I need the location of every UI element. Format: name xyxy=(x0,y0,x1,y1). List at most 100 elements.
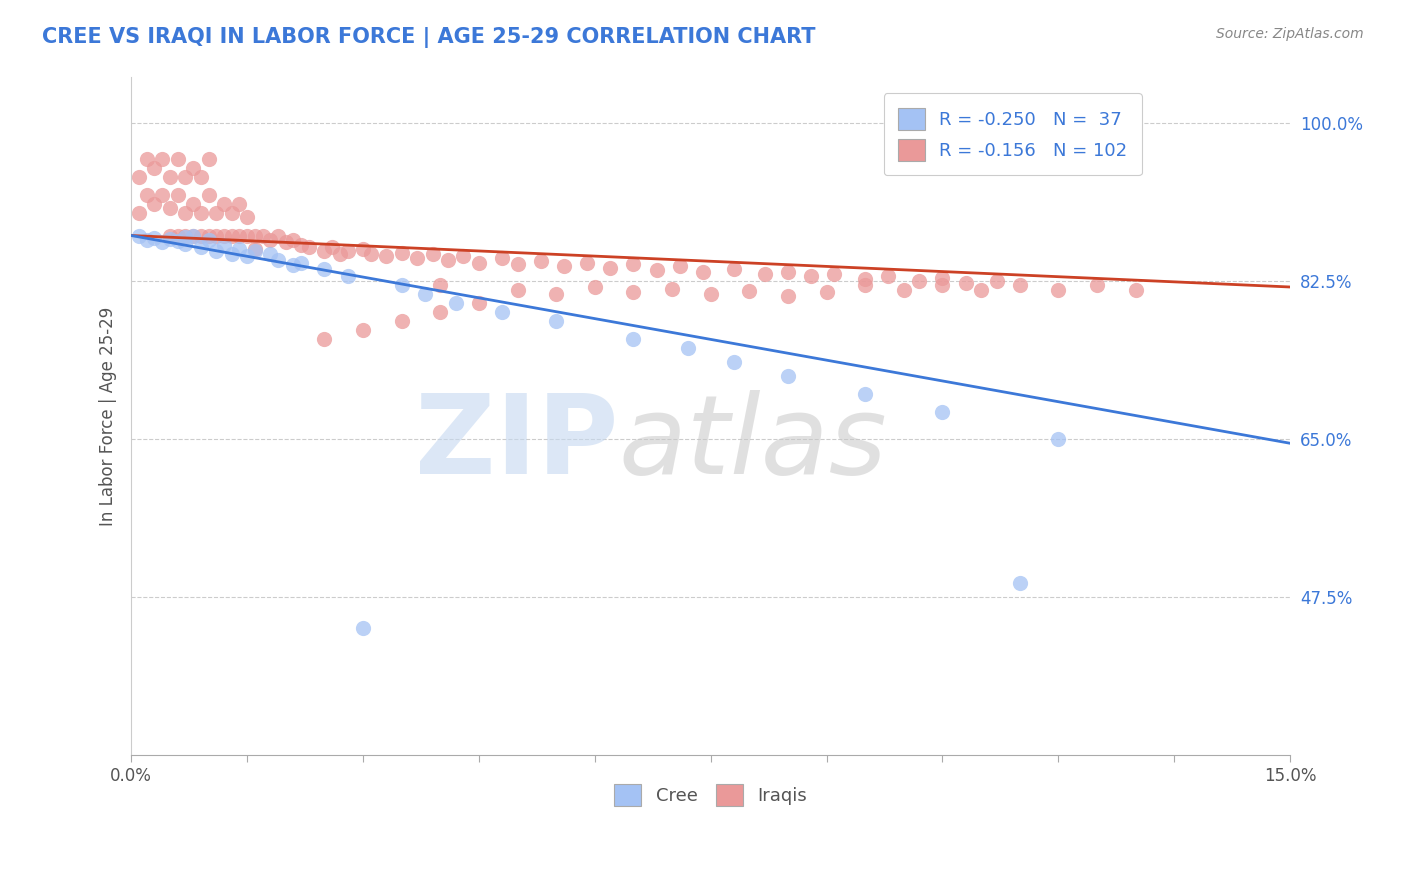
Point xyxy=(352,323,374,337)
Point xyxy=(212,237,235,252)
Y-axis label: In Labor Force | Age 25-29: In Labor Force | Age 25-29 xyxy=(100,307,117,525)
Point xyxy=(429,305,451,319)
Point xyxy=(243,228,266,243)
Point xyxy=(290,237,312,252)
Point xyxy=(429,278,451,293)
Point xyxy=(645,263,668,277)
Point xyxy=(406,251,429,265)
Point xyxy=(931,278,953,293)
Point xyxy=(228,197,250,211)
Point xyxy=(259,246,281,260)
Point xyxy=(190,169,212,184)
Point xyxy=(135,233,157,247)
Point xyxy=(252,228,274,243)
Point xyxy=(174,169,197,184)
Point xyxy=(166,187,188,202)
Point xyxy=(166,228,188,243)
Point xyxy=(375,249,398,263)
Point xyxy=(259,233,281,247)
Point xyxy=(553,259,575,273)
Point xyxy=(314,244,336,258)
Point xyxy=(336,244,359,258)
Point xyxy=(159,228,181,243)
Point xyxy=(530,253,553,268)
Point xyxy=(352,622,374,636)
Point xyxy=(197,187,219,202)
Point xyxy=(1125,283,1147,297)
Point xyxy=(212,197,235,211)
Point xyxy=(128,169,150,184)
Point xyxy=(150,187,173,202)
Point xyxy=(166,234,188,248)
Point xyxy=(243,244,266,258)
Point xyxy=(159,169,181,184)
Point xyxy=(135,187,157,202)
Point xyxy=(853,386,876,401)
Point xyxy=(298,240,321,254)
Point xyxy=(576,255,599,269)
Point xyxy=(181,228,204,243)
Point xyxy=(599,260,621,275)
Point xyxy=(228,228,250,243)
Point xyxy=(159,232,181,246)
Point xyxy=(453,249,475,263)
Point xyxy=(181,197,204,211)
Point xyxy=(391,245,413,260)
Point xyxy=(391,314,413,328)
Point xyxy=(212,228,235,243)
Point xyxy=(723,355,745,369)
Point xyxy=(692,265,714,279)
Point xyxy=(205,228,228,243)
Point xyxy=(437,252,460,267)
Point xyxy=(970,283,993,297)
Point xyxy=(955,277,977,291)
Point xyxy=(908,274,931,288)
Point xyxy=(274,235,297,249)
Point xyxy=(1085,278,1108,293)
Point xyxy=(181,228,204,243)
Point xyxy=(623,332,645,346)
Point xyxy=(159,202,181,216)
Point xyxy=(221,206,243,220)
Point xyxy=(143,197,166,211)
Point xyxy=(661,282,683,296)
Point xyxy=(583,280,606,294)
Point xyxy=(190,228,212,243)
Point xyxy=(190,206,212,220)
Point xyxy=(546,287,568,301)
Point xyxy=(267,252,290,267)
Point xyxy=(190,240,212,254)
Point xyxy=(986,274,1008,288)
Point xyxy=(336,269,359,284)
Point xyxy=(314,261,336,276)
Point xyxy=(174,236,197,251)
Point xyxy=(205,206,228,220)
Point xyxy=(776,289,799,303)
Point xyxy=(877,269,900,284)
Point xyxy=(754,268,776,282)
Point xyxy=(283,258,305,272)
Point xyxy=(723,261,745,276)
Point xyxy=(143,231,166,245)
Point xyxy=(676,342,699,356)
Point xyxy=(221,246,243,260)
Point xyxy=(236,228,259,243)
Point xyxy=(181,161,204,175)
Point xyxy=(623,285,645,300)
Point xyxy=(174,230,197,244)
Point xyxy=(468,296,491,310)
Text: Source: ZipAtlas.com: Source: ZipAtlas.com xyxy=(1216,27,1364,41)
Point xyxy=(491,305,513,319)
Point xyxy=(360,246,382,260)
Point xyxy=(314,332,336,346)
Point xyxy=(931,404,953,418)
Point xyxy=(143,161,166,175)
Point xyxy=(491,251,513,265)
Point xyxy=(128,206,150,220)
Point xyxy=(236,249,259,263)
Point xyxy=(205,244,228,258)
Point xyxy=(290,255,312,269)
Point xyxy=(166,152,188,166)
Point xyxy=(391,278,413,293)
Point xyxy=(135,152,157,166)
